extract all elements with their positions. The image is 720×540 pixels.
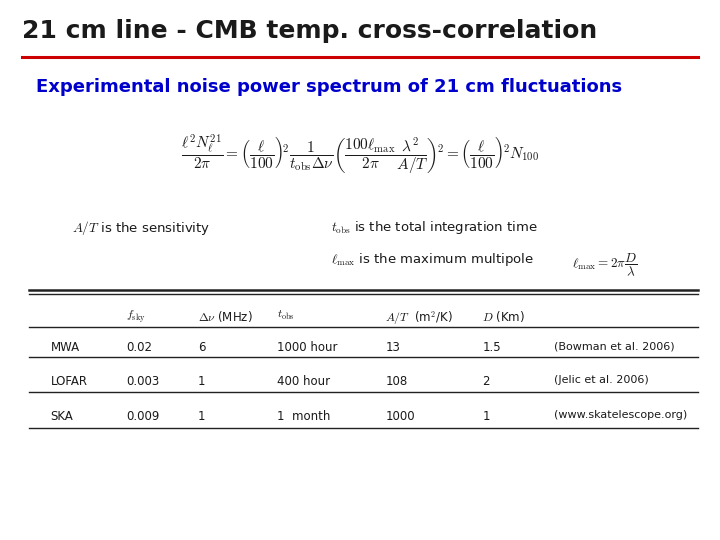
Text: $A/T$  (m$^2$/K): $A/T$ (m$^2$/K)	[385, 309, 453, 327]
Text: 0.009: 0.009	[126, 410, 159, 423]
Text: 6: 6	[198, 341, 205, 354]
Text: 400 hour: 400 hour	[277, 375, 330, 388]
Text: 1000 hour: 1000 hour	[277, 341, 338, 354]
Text: 1.5: 1.5	[482, 341, 501, 354]
Text: $\dfrac{\ell^2 N_\ell^{21}}{2\pi} = \left(\dfrac{\ell}{100}\right)^{\!2} \dfrac{: $\dfrac{\ell^2 N_\ell^{21}}{2\pi} = \lef…	[181, 132, 539, 176]
Text: 0.02: 0.02	[126, 341, 152, 354]
Text: $\Delta\nu$ (MHz): $\Delta\nu$ (MHz)	[198, 309, 253, 324]
Text: 1  month: 1 month	[277, 410, 330, 423]
Text: $t_{\rm obs}$: $t_{\rm obs}$	[277, 309, 295, 322]
Text: 2: 2	[482, 375, 490, 388]
Text: 21 cm line - CMB temp. cross-correlation: 21 cm line - CMB temp. cross-correlation	[22, 19, 597, 43]
Text: 1: 1	[482, 410, 490, 423]
Text: (Jelic et al. 2006): (Jelic et al. 2006)	[554, 375, 649, 386]
Text: MWA: MWA	[50, 341, 79, 354]
Text: $t_{\rm obs}$ is the total integration time: $t_{\rm obs}$ is the total integration t…	[331, 219, 538, 235]
Text: $f_{\rm sky}$: $f_{\rm sky}$	[126, 309, 145, 326]
Text: $\ell_{\rm max} = 2\pi\dfrac{D}{\lambda}$: $\ell_{\rm max} = 2\pi\dfrac{D}{\lambda}…	[572, 251, 638, 278]
Text: 0.003: 0.003	[126, 375, 159, 388]
Text: SKA: SKA	[50, 410, 73, 423]
Text: Experimental noise power spectrum of 21 cm fluctuations: Experimental noise power spectrum of 21 …	[36, 78, 622, 96]
Text: (www.skatelescope.org): (www.skatelescope.org)	[554, 410, 688, 421]
Text: $\ell_{\rm max}$ is the maximum multipole: $\ell_{\rm max}$ is the maximum multipol…	[331, 251, 534, 268]
Text: 13: 13	[385, 341, 400, 354]
Text: 1: 1	[198, 375, 205, 388]
Text: $A/T$ is the sensitivity: $A/T$ is the sensitivity	[72, 219, 210, 237]
Text: LOFAR: LOFAR	[50, 375, 87, 388]
Text: 108: 108	[385, 375, 408, 388]
Text: (Bowman et al. 2006): (Bowman et al. 2006)	[554, 341, 675, 352]
Text: $D$ (Km): $D$ (Km)	[482, 309, 526, 324]
Text: 1: 1	[198, 410, 205, 423]
Text: 1000: 1000	[385, 410, 415, 423]
